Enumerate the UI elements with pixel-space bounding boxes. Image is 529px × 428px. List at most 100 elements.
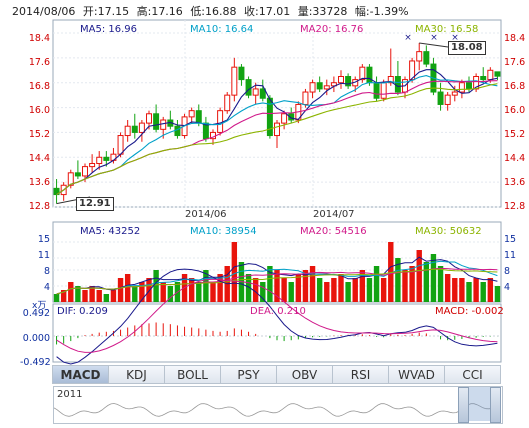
price-axis-left-tick: 16.8 xyxy=(28,81,50,92)
candle-body xyxy=(195,110,202,124)
volume-bar xyxy=(345,282,351,302)
volume-bar xyxy=(68,282,74,302)
quote-summary: 2014/08/06 开:17.15 高:17.16 低:16.88 收:17.… xyxy=(12,3,413,19)
volume-bar xyxy=(75,286,81,302)
quote-low: 低:16.88 xyxy=(190,5,237,18)
candle-body xyxy=(124,125,131,137)
tab-macd[interactable]: MACD xyxy=(52,365,109,384)
price-ma20-label: MA20: 16.76 xyxy=(300,24,364,35)
volume-ma20-label: MA20: 54516 xyxy=(300,226,367,237)
price-axis-left-tick: 15.2 xyxy=(28,129,50,140)
candle-body xyxy=(160,119,167,130)
candle-body xyxy=(380,82,387,99)
volume-axis-left-tick: 4 xyxy=(43,282,50,293)
volume-axis-right-tick: 11 xyxy=(504,250,517,261)
volume-bar xyxy=(316,278,323,302)
macd-value-label: MACD: -0.002 xyxy=(435,306,504,317)
candle-body xyxy=(153,113,160,130)
volume-axis-left-tick: 11 xyxy=(37,250,50,261)
quote-volume: 量:33728 xyxy=(297,5,348,18)
volume-axis-right-tick: 4 xyxy=(504,282,511,293)
volume-bar xyxy=(494,286,501,302)
volume-bar xyxy=(231,242,238,302)
navigator-left-handle[interactable] xyxy=(458,387,469,423)
candle-body xyxy=(437,91,444,105)
volume-bar xyxy=(53,294,60,302)
ma5-line xyxy=(56,69,498,196)
volume-axis-right-tick: 15 xyxy=(504,234,517,245)
candle-body xyxy=(117,135,124,155)
quote-date: 2014/08/06 xyxy=(12,5,76,18)
candle-body xyxy=(238,66,245,81)
volume-bar xyxy=(274,270,280,302)
candle-body xyxy=(409,60,416,81)
candle-body xyxy=(302,91,309,105)
tab-cci[interactable]: CCI xyxy=(444,365,501,384)
volume-bar xyxy=(331,278,337,302)
price-axis-left-tick: 14.4 xyxy=(28,153,50,164)
volume-bar xyxy=(167,286,174,302)
timeline-navigator[interactable]: 2011 xyxy=(53,386,503,424)
price-ma5-label: MA5: 16.96 xyxy=(80,24,138,35)
candle-body xyxy=(366,66,373,84)
tab-rsi[interactable]: RSI xyxy=(332,365,389,384)
volume-bar xyxy=(96,290,102,302)
volume-ma5-label: MA5: 43252 xyxy=(80,226,141,237)
candle-body xyxy=(416,51,423,62)
candle-body xyxy=(82,166,88,177)
price-ma10-label: MA10: 16.64 xyxy=(190,24,254,35)
volume-ma30-line xyxy=(56,268,498,295)
volume-ma10-line xyxy=(56,260,498,295)
volume-bar xyxy=(295,274,302,302)
volume-bar xyxy=(395,258,401,302)
tab-psy[interactable]: PSY xyxy=(220,365,277,384)
tab-kdj[interactable]: KDJ xyxy=(108,365,165,384)
volume-bar xyxy=(487,278,494,302)
macd-dea-line xyxy=(56,278,498,353)
quote-high: 高:17.16 xyxy=(136,5,183,18)
candle-body xyxy=(103,156,110,161)
volume-bar xyxy=(210,282,216,302)
volume-axis-left-tick: 15 xyxy=(37,234,50,245)
price-axis-right-tick: 13.6 xyxy=(504,177,526,188)
candle-body xyxy=(96,156,103,165)
candle-body xyxy=(345,76,352,87)
volume-unit-label: x万 xyxy=(32,301,47,311)
volume-bar xyxy=(324,282,330,302)
candle-body xyxy=(394,76,401,93)
tab-obv[interactable]: OBV xyxy=(276,365,333,384)
candle-body xyxy=(259,88,266,99)
volume-ma10-label: MA10: 38954 xyxy=(190,226,257,237)
event-marker: × xyxy=(430,33,438,43)
volume-bar xyxy=(217,274,223,302)
tab-boll[interactable]: BOLL xyxy=(164,365,221,384)
macd-dif-line xyxy=(56,268,498,365)
candle-body xyxy=(458,82,465,93)
candle-body xyxy=(373,82,380,99)
macd-dif-label: DIF: 0.209 xyxy=(57,306,108,317)
volume-bar xyxy=(309,266,316,302)
volume-bar xyxy=(373,266,380,302)
price-axis-left-tick: 12.8 xyxy=(28,201,50,212)
candle-body xyxy=(138,122,145,133)
tab-wvad[interactable]: WVAD xyxy=(388,365,445,384)
volume-bar xyxy=(153,270,159,302)
event-marker: × xyxy=(404,33,412,43)
volume-bar xyxy=(160,282,166,302)
candle-body xyxy=(323,85,330,90)
volume-bar xyxy=(430,254,437,302)
volume-bar xyxy=(409,266,415,302)
navigator-right-handle[interactable] xyxy=(490,387,501,423)
candle-body xyxy=(338,76,344,84)
candle-body xyxy=(480,76,487,81)
volume-bar xyxy=(459,278,465,302)
quote-open: 开:17.15 xyxy=(82,5,130,18)
volume-bar xyxy=(117,278,124,302)
volume-bar xyxy=(452,278,458,302)
volume-bar xyxy=(402,270,408,302)
candle-body xyxy=(466,82,472,90)
volume-axis-right-tick: 8 xyxy=(504,266,511,277)
candle-body xyxy=(252,88,259,96)
candle-body xyxy=(224,94,231,112)
